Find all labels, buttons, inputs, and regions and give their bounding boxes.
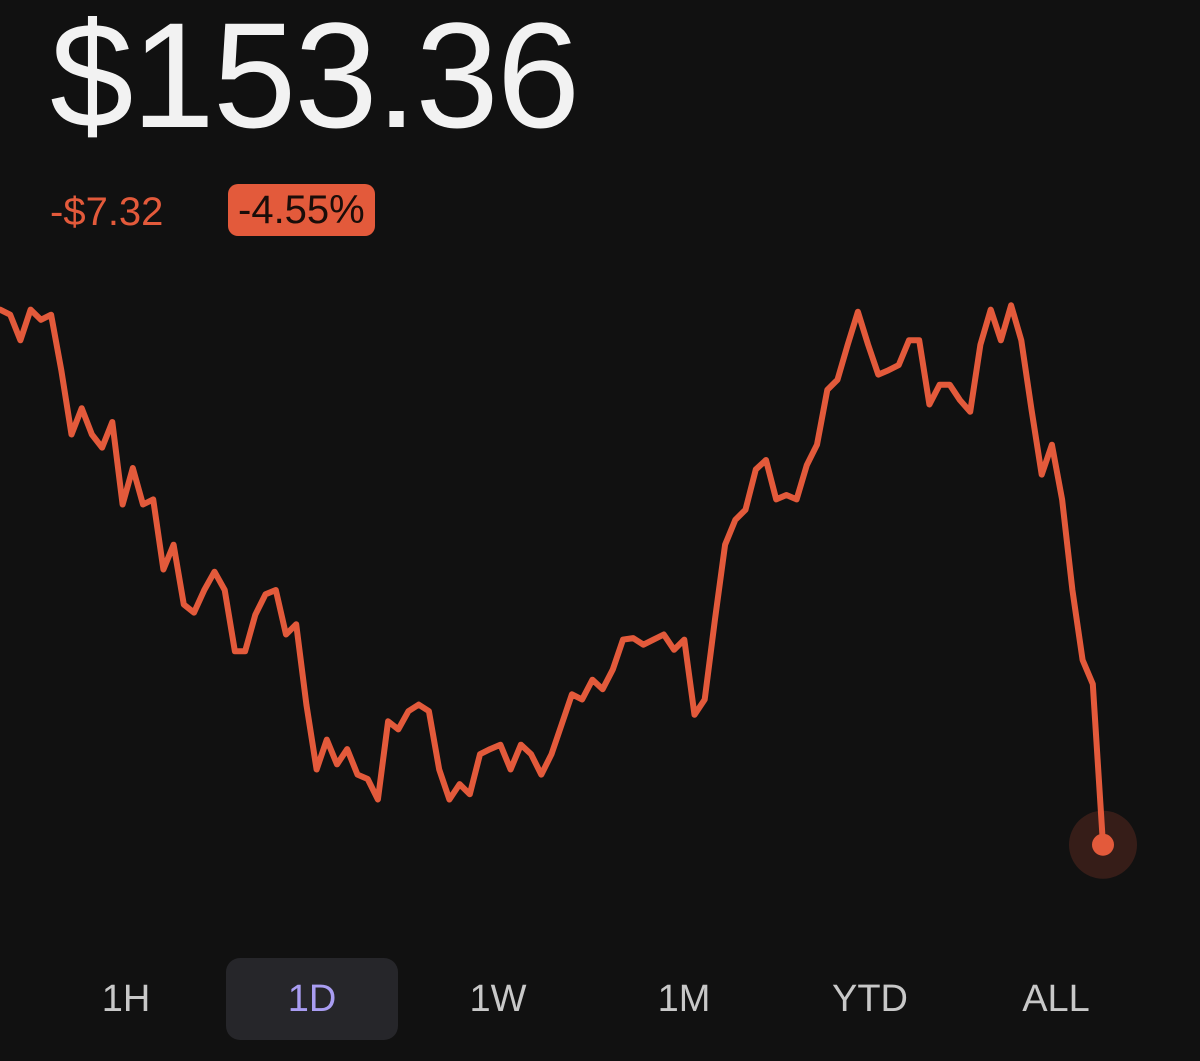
range-tab[interactable]: 1D <box>226 958 398 1040</box>
range-tab[interactable]: 1W <box>469 977 527 1020</box>
chart <box>0 302 1137 879</box>
range-tab[interactable]: ALL <box>1022 977 1090 1020</box>
price-change: -$7.32 <box>50 190 164 234</box>
price-line <box>0 302 1106 848</box>
endpoint-dot <box>1092 833 1114 856</box>
range-tab[interactable]: 1M <box>657 977 711 1020</box>
range-tabs: 1H 1D 1W 1M YTD ALL <box>40 958 1160 1040</box>
range-tab[interactable]: 1H <box>101 977 151 1020</box>
price: $153.36 <box>50 0 580 159</box>
range-tab[interactable]: YTD <box>832 977 908 1020</box>
percent-change-badge: -4.55% <box>228 184 375 236</box>
